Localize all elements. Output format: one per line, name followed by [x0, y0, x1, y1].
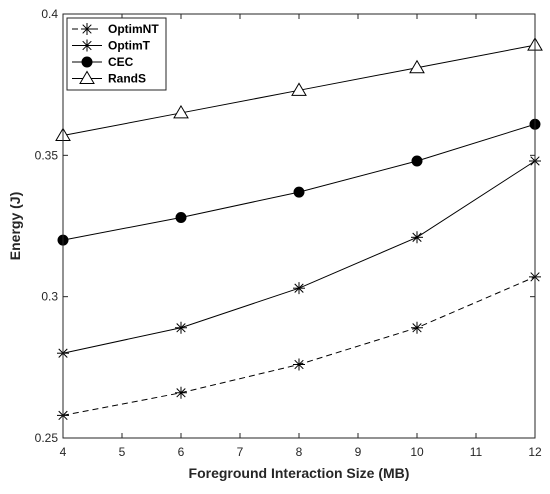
y-tick-label: 0.25: [35, 431, 59, 445]
marker-dot: [175, 212, 187, 224]
data-point-rands: [173, 104, 189, 119]
legend-label-optimt: OptimT: [108, 39, 151, 53]
x-tick-label: 12: [528, 445, 542, 459]
marker-stroke: [294, 359, 304, 370]
data-point-optimt: [411, 231, 423, 244]
marker-triangle: [173, 104, 189, 119]
legend-marker-optimnt: [81, 23, 93, 35]
marker-stroke: [82, 24, 92, 34]
data-point-rands: [409, 59, 425, 74]
x-tick-label: 5: [119, 445, 126, 459]
x-tick-label: 7: [237, 445, 244, 459]
data-point-optimnt: [411, 321, 423, 334]
legend-item-cec: CEC: [72, 55, 134, 69]
marker-dot: [293, 186, 305, 198]
legend: OptimNT OptimT CEC RandS: [66, 17, 167, 91]
legend-marker-cec: [81, 56, 93, 68]
data-point-cec: [175, 212, 187, 224]
legend-item-optimnt: OptimNT: [72, 22, 159, 36]
x-tick-label: 9: [355, 445, 362, 459]
marker-dot: [81, 56, 93, 68]
legend-marker-rands: [79, 70, 95, 84]
y-tick-label: 0.35: [35, 148, 59, 162]
x-tick-label: 10: [410, 445, 424, 459]
x-tick-label: 8: [296, 445, 303, 459]
legend-item-optimt: OptimT: [72, 39, 151, 53]
legend-label-optimnt: OptimNT: [108, 22, 159, 36]
marker-triangle: [409, 59, 425, 74]
y-tick-label: 0.3: [41, 290, 58, 304]
data-point-rands: [291, 82, 307, 96]
axes-layer: 4 5 6 7 8 9 10 11 12 0.25 0.3 0.35 0.4: [35, 7, 542, 459]
data-point-optimt: [175, 321, 187, 334]
marker-stroke: [176, 323, 186, 333]
legend-marker-optimt: [81, 39, 93, 52]
x-tick-label: 11: [470, 445, 483, 459]
x-tick-label: 4: [60, 445, 67, 459]
series-layer: [55, 37, 543, 422]
legend-label-cec: CEC: [108, 55, 134, 69]
marker-stroke: [82, 40, 92, 51]
marker-stroke: [294, 283, 304, 293]
x-axis-title: Foreground Interaction Size (MB): [189, 465, 410, 481]
marker-stroke: [412, 232, 422, 242]
marker-stroke: [176, 388, 186, 398]
marker-triangle: [79, 70, 95, 84]
marker-stroke: [412, 323, 422, 333]
data-point-optimt: [293, 282, 305, 295]
marker-dot: [411, 155, 423, 167]
data-point-optimnt: [293, 358, 305, 371]
marker-triangle: [291, 82, 307, 96]
legend-label-rands: RandS: [108, 72, 146, 86]
data-point-optimnt: [175, 386, 187, 399]
data-point-cec: [293, 186, 305, 198]
data-point-cec: [411, 155, 423, 167]
legend-item-rands: RandS: [72, 70, 146, 86]
y-axis-title: Energy (J): [7, 192, 23, 260]
y-tick-label: 0.4: [41, 7, 58, 21]
x-tick-label: 6: [178, 445, 185, 459]
series-optimt: [57, 154, 541, 360]
